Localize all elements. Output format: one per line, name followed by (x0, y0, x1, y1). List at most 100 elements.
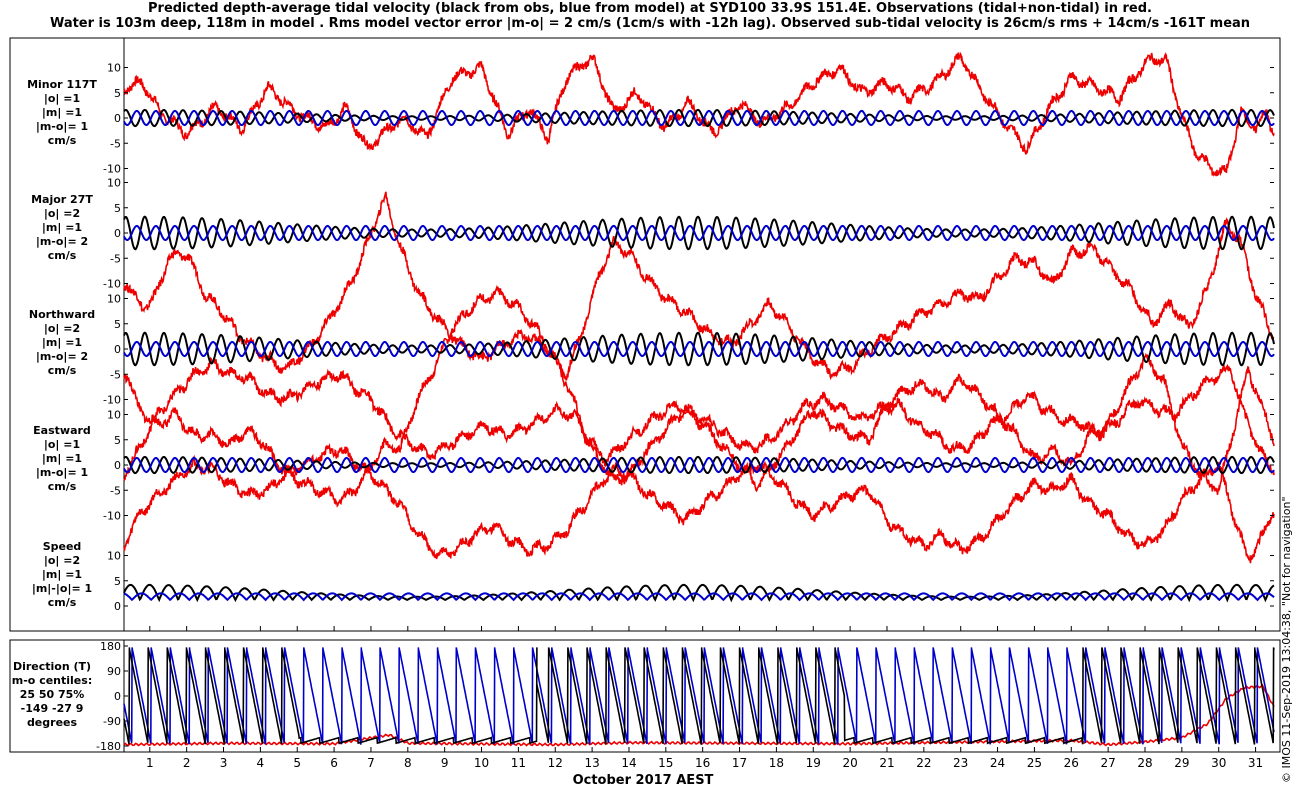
panel-label-line: |o| =2 (44, 207, 80, 220)
tidal-obs-series-minor (123, 108, 1275, 128)
chart-title-line-1: Predicted depth-average tidal velocity (… (148, 1, 1152, 16)
panel-label-line: cm/s (48, 480, 77, 493)
direction-frame (9, 639, 1281, 753)
y-tick-label: 5 (114, 202, 121, 215)
panel-label-line: |m| =1 (42, 568, 82, 581)
panel-label-line: cm/s (48, 134, 77, 147)
panel-label-line: Speed (43, 540, 82, 553)
x-tick-label: 1 (146, 756, 154, 770)
x-tick-label: 16 (695, 756, 710, 770)
y-tick-label: 10 (107, 177, 121, 190)
panel-label-line: |o| =1 (44, 92, 80, 105)
tidal-model-series-minor (123, 109, 1275, 127)
x-tick-label: 11 (511, 756, 526, 770)
direction-label-line: Direction (T) (13, 660, 91, 673)
panel-label-line: |o| =1 (44, 438, 80, 451)
x-tick-label: 5 (293, 756, 301, 770)
x-tick-label: 30 (1211, 756, 1226, 770)
direction-y-tick-label: 90 (107, 665, 121, 678)
tidal-obs-series-east (123, 455, 1275, 475)
panel-label-line: |m| =1 (42, 336, 82, 349)
chart-title-line-2: Water is 103m deep, 118m in model . Rms … (49, 16, 1251, 31)
y-tick-label: -10 (103, 394, 121, 407)
y-tick-label: 10 (107, 62, 121, 75)
y-tick-label: -10 (103, 278, 121, 291)
x-tick-label: 3 (220, 756, 228, 770)
x-tick-label: 14 (621, 756, 636, 770)
panel-label-line: cm/s (48, 249, 77, 262)
x-tick-label: 4 (257, 756, 265, 770)
panel-label-line: |m-o|= 1 (36, 120, 88, 133)
panel-label-line: |m| =1 (42, 221, 82, 234)
y-tick-label: -5 (110, 484, 121, 497)
direction-y-tick-label: 0 (114, 690, 121, 703)
direction-label-line: -149 -27 9 (21, 702, 84, 715)
direction-label-line: degrees (27, 716, 78, 729)
tidal-obs-series-speed (123, 583, 1275, 603)
y-tick-label: 0 (114, 227, 121, 240)
y-tick-label: 10 (107, 409, 121, 422)
y-tick-label: 5 (114, 434, 121, 447)
y-tick-label: 5 (114, 575, 121, 588)
x-tick-label: 27 (1100, 756, 1115, 770)
x-tick-label: 28 (1137, 756, 1152, 770)
direction-y-tick-label: -90 (103, 715, 121, 728)
y-tick-label: -10 (103, 163, 121, 176)
y-tick-label: -5 (110, 368, 121, 381)
x-tick-label: 23 (953, 756, 968, 770)
velocity-frame (9, 37, 1281, 632)
panel-label-line: |m-o|= 2 (36, 350, 88, 363)
panel-label-line: cm/s (48, 596, 77, 609)
x-tick-label: 24 (990, 756, 1005, 770)
x-tick-label: 20 (842, 756, 857, 770)
panel-label-line: Eastward (33, 424, 91, 437)
y-tick-label: 10 (107, 293, 121, 306)
x-tick-label: 21 (879, 756, 894, 770)
x-tick-label: 13 (584, 756, 599, 770)
panel-label-line: Major 27T (31, 193, 93, 206)
x-tick-label: 15 (658, 756, 673, 770)
y-tick-label: 5 (114, 87, 121, 100)
panel-label-line: |m|-|o|= 1 (32, 582, 92, 595)
x-tick-label: 9 (441, 756, 449, 770)
y-tick-label: 0 (114, 600, 121, 613)
x-tick-label: 12 (548, 756, 563, 770)
x-tick-label: 17 (732, 756, 747, 770)
tidal-obs-series-north (123, 331, 1275, 367)
y-tick-label: 5 (114, 318, 121, 331)
x-tick-label: 22 (916, 756, 931, 770)
x-tick-label: 8 (404, 756, 412, 770)
tidal-model-series-speed (123, 592, 1275, 602)
y-tick-label: -10 (103, 510, 121, 523)
x-tick-label: 25 (1027, 756, 1042, 770)
y-tick-label: 0 (114, 343, 121, 356)
y-tick-label: -5 (110, 252, 121, 265)
direction-obs-series (123, 647, 1275, 745)
panel-label-line: cm/s (48, 364, 77, 377)
panel-label-line: |m-o|= 2 (36, 235, 88, 248)
tidal-model-series-major (123, 224, 1275, 242)
panel-label-line: |m| =1 (42, 106, 82, 119)
direction-label-line: m-o centiles: (12, 674, 92, 687)
x-tick-label: 26 (1064, 756, 1079, 770)
panel-label-line: |m| =1 (42, 452, 82, 465)
observed-series-north (123, 284, 1275, 508)
observed-series-speed (123, 443, 1275, 564)
x-tick-label: 7 (367, 756, 375, 770)
x-tick-label: 19 (806, 756, 821, 770)
x-tick-label: 10 (474, 756, 489, 770)
credit-text: © IMOS 11-Sep-2019 13:04:38, "Not for na… (1280, 496, 1293, 783)
tidal-model-series-east (123, 456, 1275, 474)
y-tick-label: -5 (110, 137, 121, 150)
panel-label-line: |o| =2 (44, 554, 80, 567)
observed-series-east (123, 356, 1275, 482)
tidal-model-series-north (123, 340, 1275, 358)
x-tick-label: 6 (330, 756, 338, 770)
panel-label-line: |m-o|= 1 (36, 466, 88, 479)
direction-label-line: 25 50 75% (20, 688, 85, 701)
direction-y-tick-label: 180 (100, 640, 121, 653)
observed-series-minor (123, 51, 1275, 177)
direction-model-series (123, 647, 1275, 745)
panel-label-line: Minor 117T (27, 78, 97, 91)
